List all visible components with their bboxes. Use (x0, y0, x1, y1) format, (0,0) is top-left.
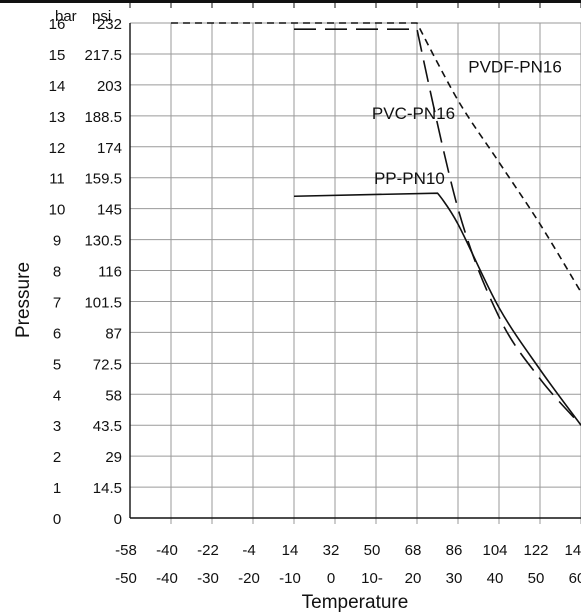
y-tick-label-psi: 87 (105, 325, 122, 342)
y-tick-label-bar: 15 (49, 47, 66, 64)
x-tick-label-celsius: 30 (446, 570, 463, 587)
y-tick-label-psi: 58 (105, 387, 122, 404)
y-tick-label-psi: 159.5 (84, 171, 122, 188)
y-tick-label-bar: 12 (49, 140, 66, 157)
x-tick-label-celsius: -30 (197, 570, 219, 587)
x-tick-label-fahrenheit: 140 (564, 542, 581, 559)
y-tick-label-psi: 217.5 (84, 47, 122, 64)
x-tick-label-celsius: 0 (327, 570, 335, 587)
y-tick-label-bar: 0 (53, 511, 61, 528)
y-tick-label-bar: 2 (53, 449, 61, 466)
y-tick-label-bar: 10 (49, 202, 66, 219)
y-tick-label-psi: 145 (97, 202, 122, 219)
y-tick-label-psi: 116 (98, 264, 122, 281)
y-tick-label-bar: 1 (53, 480, 61, 497)
y-unit-bar: bar (55, 8, 77, 25)
y-tick-label-bar: 5 (53, 356, 61, 373)
y-tick-label-bar: 7 (53, 294, 61, 311)
x-tick-label-celsius: -20 (238, 570, 260, 587)
x-tick-label-celsius: -10 (279, 570, 301, 587)
x-tick-label-celsius: -50 (115, 570, 137, 587)
x-tick-labels-fahrenheit: -58 -40 -22 -4 14 32 50 68 86 104 122 140 (115, 542, 581, 559)
x-tick-label-fahrenheit: 50 (364, 542, 381, 559)
x-tick-label-fahrenheit: -22 (197, 542, 219, 559)
x-tick-label-fahrenheit: 32 (323, 542, 340, 559)
y-tick-label-bar: 8 (53, 264, 61, 281)
x-tick-label-celsius: 60 (569, 570, 581, 587)
y-tick-label-psi: 72.5 (93, 356, 122, 373)
y-tick-label-bar: 4 (53, 387, 61, 404)
y-tick-label-psi: 14.5 (93, 480, 122, 497)
x-tick-label-fahrenheit: 104 (482, 542, 507, 559)
x-tick-label-fahrenheit: -58 (115, 542, 137, 559)
y-tick-label-bar: 14 (49, 78, 66, 95)
y-tick-label-psi: 29 (105, 449, 122, 466)
y-tick-label-psi: 101.5 (84, 294, 122, 311)
x-tick-label-celsius: 40 (487, 570, 504, 587)
y-unit-psi: psi (92, 8, 111, 25)
x-tick-label-fahrenheit: 68 (405, 542, 422, 559)
y-tick-label-bar: 11 (49, 171, 65, 188)
x-tick-label-celsius: 50 (528, 570, 545, 587)
y-axis-label: Pressure (13, 262, 34, 338)
x-axis-label: Temperature (302, 592, 409, 613)
x-tick-label-fahrenheit: -40 (156, 542, 178, 559)
y-tick-label-bar: 16 (49, 16, 66, 33)
x-tick-label-celsius: -40 (156, 570, 178, 587)
y-tick-label-bar: 6 (53, 325, 61, 342)
x-tick-label-fahrenheit: 14 (282, 542, 299, 559)
y-tick-labels-psi: 232 217.5 203 188.5 174 159.5 145 130.5 116 101.5… (84, 16, 122, 528)
series-lines (171, 22, 581, 426)
series-line-pvdf-pn16 (171, 22, 581, 293)
series-label-pvdf-pn16: PVDF-PN16 (468, 58, 562, 77)
axes (129, 23, 581, 519)
series-line-pvc-pn16 (294, 28, 581, 426)
x-tick-label-fahrenheit: -4 (242, 542, 255, 559)
y-tick-label-bar: 13 (49, 109, 66, 126)
y-tick-label-psi: 232 (97, 16, 122, 33)
series-labels: PVDF-PN16 PVC-PN16 PP-PN10 (372, 58, 562, 188)
y-unit-headers: bar psi (55, 8, 111, 25)
x-tick-label-celsius: 10- (361, 570, 383, 587)
x-tick-labels-celsius: -50 -40 -30 -20 -10 0 10- 20 30 40 50 60 (115, 570, 581, 587)
y-tick-label-psi: 203 (97, 78, 122, 95)
x-tick-label-fahrenheit: 86 (446, 542, 463, 559)
series-label-pp-pn10: PP-PN10 (374, 169, 445, 188)
y-tick-label-psi: 188.5 (84, 109, 122, 126)
grid (130, 22, 581, 524)
x-tick-label-fahrenheit: 122 (523, 542, 548, 559)
y-tick-label-psi: 130.5 (84, 233, 122, 250)
x-tick-label-celsius: 20 (405, 570, 422, 587)
y-tick-label-psi: 43.5 (93, 418, 122, 435)
y-tick-label-bar: 3 (53, 418, 61, 435)
series-label-pvc-pn16: PVC-PN16 (372, 104, 455, 123)
top-border-rule (0, 0, 581, 8)
y-tick-label-psi: 174 (97, 140, 122, 157)
y-tick-label-bar: 9 (53, 233, 61, 250)
series-line-pp-pn10 (293, 192, 581, 426)
y-tick-label-psi: 0 (114, 511, 122, 528)
